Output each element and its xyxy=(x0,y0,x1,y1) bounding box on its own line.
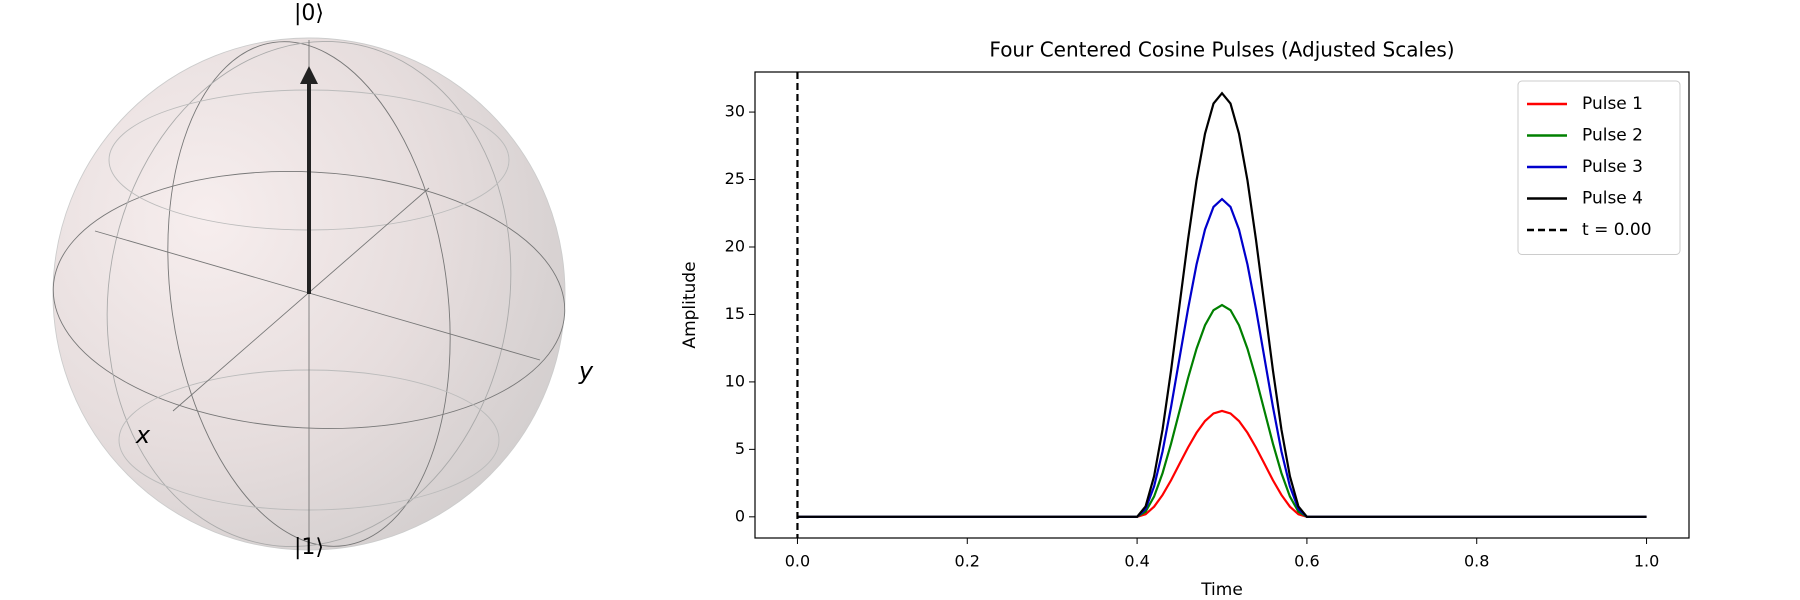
x-tick-label: 0.4 xyxy=(1124,552,1149,571)
y-tick-label: 30 xyxy=(725,102,745,121)
axis-line xyxy=(172,187,430,412)
y-axis-label: Amplitude xyxy=(680,261,700,348)
chart-title: Four Centered Cosine Pulses (Adjusted Sc… xyxy=(989,38,1454,62)
legend-box xyxy=(1517,80,1681,255)
legend-label: t = 0.00 xyxy=(1582,220,1652,240)
x-tick-label: 0.6 xyxy=(1294,552,1319,571)
meridian xyxy=(106,41,512,547)
meridian xyxy=(167,41,451,547)
series-line xyxy=(797,303,1647,518)
legend: Pulse 1 Pulse 2 Pulse 3 Pulse 4 t = 0.00 xyxy=(1517,80,1681,255)
x-tick-label: 0.0 xyxy=(785,552,810,571)
y-tick-label: 0 xyxy=(735,506,745,525)
label-y: y xyxy=(578,357,594,385)
bloch-sphere: |0⟩ |1⟩ x y xyxy=(52,1,594,560)
x-tick-label: 1.0 xyxy=(1634,552,1659,571)
y-tick-label: 15 xyxy=(725,304,745,323)
series-line xyxy=(797,409,1647,518)
label-one: |1⟩ xyxy=(294,535,324,560)
y-tick-label: 10 xyxy=(725,371,745,390)
x-tick-label: 0.8 xyxy=(1464,552,1489,571)
y-tick-label: 20 xyxy=(725,236,745,255)
legend-label: Pulse 3 xyxy=(1582,157,1643,177)
legend-label: Pulse 4 xyxy=(1582,189,1643,209)
x-axis-label: Time xyxy=(1200,580,1243,600)
label-x: x xyxy=(135,421,151,449)
y-tick-label: 25 xyxy=(725,169,745,188)
plot-frame xyxy=(754,71,1690,539)
legend-label: Pulse 2 xyxy=(1582,126,1643,146)
state-arrowhead xyxy=(300,66,318,84)
series-line xyxy=(797,197,1647,518)
x-tick-label: 0.2 xyxy=(955,552,980,571)
label-zero: |0⟩ xyxy=(294,1,324,26)
y-tick-label: 5 xyxy=(735,439,745,458)
equator xyxy=(52,171,566,429)
series-line xyxy=(797,91,1647,518)
axis-line xyxy=(94,230,541,361)
legend-label: Pulse 1 xyxy=(1582,94,1643,114)
